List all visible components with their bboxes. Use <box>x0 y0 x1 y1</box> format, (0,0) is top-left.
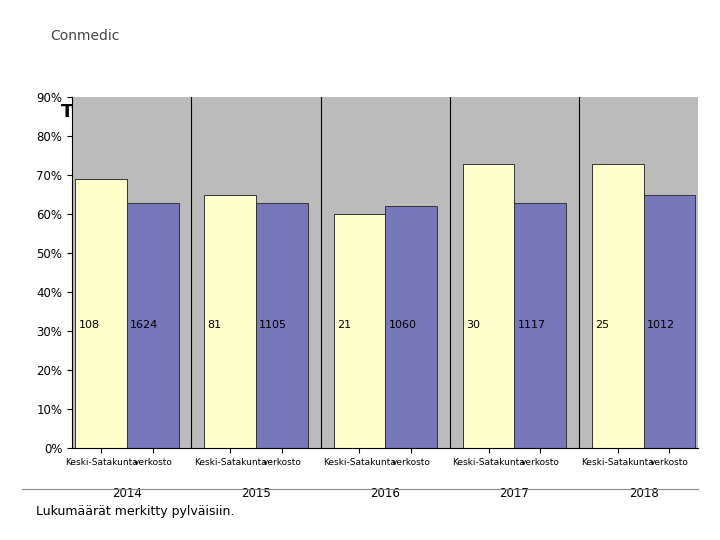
Text: 108: 108 <box>78 320 99 330</box>
Text: 81: 81 <box>207 320 222 330</box>
Text: Lukumäärät merkitty pylväisiin.: Lukumäärät merkitty pylväisiin. <box>36 505 235 518</box>
Text: 30: 30 <box>466 320 480 330</box>
Bar <box>333 214 385 448</box>
Bar <box>75 179 127 448</box>
Bar <box>127 202 179 448</box>
Text: 25: 25 <box>595 320 609 330</box>
Text: 2017: 2017 <box>500 487 529 500</box>
Text: 2014: 2014 <box>112 487 142 500</box>
Bar <box>256 202 307 448</box>
Text: 1060: 1060 <box>388 320 416 330</box>
Text: 1105: 1105 <box>259 320 287 330</box>
Bar <box>385 206 437 448</box>
Text: Conmedic: Conmedic <box>50 29 120 43</box>
Bar <box>204 195 256 448</box>
Text: 21: 21 <box>337 320 351 330</box>
Bar <box>644 195 696 448</box>
Text: 1624: 1624 <box>130 320 158 330</box>
Bar <box>463 164 514 448</box>
Text: 1012: 1012 <box>647 320 675 330</box>
Text: 2018: 2018 <box>629 487 658 500</box>
Text: 2015: 2015 <box>241 487 271 500</box>
Bar <box>514 202 566 448</box>
Text: Tyypin 2 diabeetikkojen viimeisin LDL-kol-arvo ≤ 2,6 mmol/l: Tyypin 2 diabeetikkojen viimeisin LDL-ko… <box>61 104 666 122</box>
Text: 1117: 1117 <box>518 320 546 330</box>
Text: 2016: 2016 <box>370 487 400 500</box>
Bar <box>592 164 644 448</box>
